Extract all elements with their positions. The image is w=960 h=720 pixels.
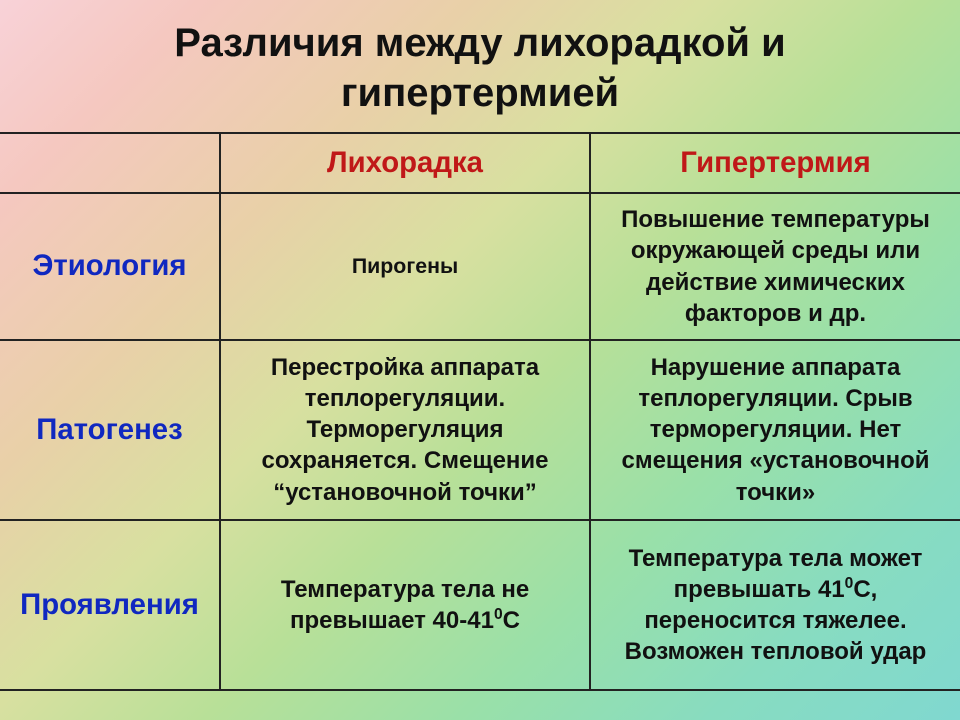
row-label: Проявления [0,520,220,690]
table-body: ЛихорадкаГипертермияЭтиологияПирогеныПов… [0,133,960,690]
table-corner [0,133,220,193]
table-cell: Нарушение аппарата теплорегуляции. Срыв … [590,340,960,520]
slide: Различия между лихорадкой и гипертермией… [0,0,960,720]
table-row: ПатогенезПерестройка аппарата теплорегул… [0,340,960,520]
table-cell: Перестройка аппарата теплорегуляции. Тер… [220,340,590,520]
table-header-row: ЛихорадкаГипертермия [0,133,960,193]
table-cell: Температура тела может превышать 410С, п… [590,520,960,690]
table-row: ПроявленияТемпература тела не превышает … [0,520,960,690]
slide-title: Различия между лихорадкой и гипертермией [0,0,960,132]
table-row: ЭтиологияПирогеныПовышение температуры о… [0,193,960,340]
table-cell: Пирогены [220,193,590,340]
column-header: Гипертермия [590,133,960,193]
comparison-table: ЛихорадкаГипертермияЭтиологияПирогеныПов… [0,132,960,691]
row-label: Этиология [0,193,220,340]
column-header: Лихорадка [220,133,590,193]
table-cell: Повышение температуры окружающей среды и… [590,193,960,340]
row-label: Патогенез [0,340,220,520]
table-cell: Температура тела не превышает 40-410С [220,520,590,690]
